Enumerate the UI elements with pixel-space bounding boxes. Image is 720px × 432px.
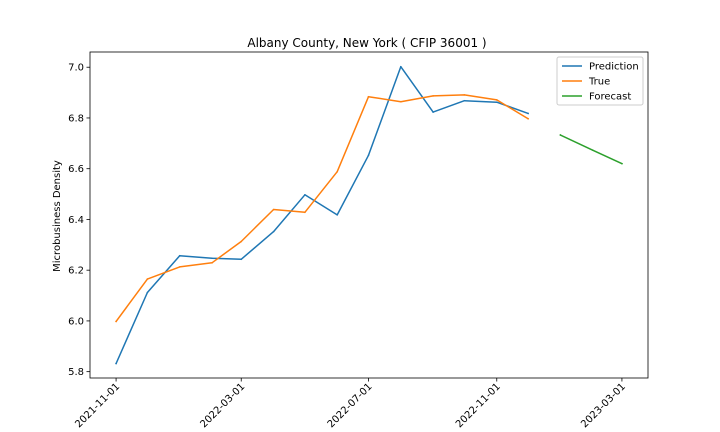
data-point-prediction [304, 194, 306, 196]
legend-box [556, 56, 644, 106]
data-point-prediction [178, 254, 181, 257]
data-point-true [495, 99, 498, 101]
x-tick-label: 2022-03-01 [198, 381, 247, 430]
legend-label-forecast: Forecast [589, 92, 631, 103]
legend: Prediction True Forecast [556, 56, 644, 106]
data-point-true [146, 278, 149, 280]
y-tick-label: 6.2 [68, 266, 84, 277]
series-line-prediction [115, 65, 530, 365]
series-line-forecast [559, 134, 623, 165]
data-point-true [527, 117, 529, 120]
data-point-true [304, 211, 306, 214]
data-point-prediction [240, 258, 243, 261]
y-tick-label: 6.6 [68, 164, 84, 175]
y-tick-label: 6.4 [68, 215, 84, 226]
data-point-forecast [559, 134, 562, 136]
legend-label-prediction: Prediction [589, 62, 639, 73]
data-point-prediction [272, 230, 275, 233]
data-point-forecast [591, 149, 594, 151]
data-point-prediction [463, 99, 466, 102]
data-point-prediction [495, 101, 498, 104]
data-point-true [432, 95, 434, 97]
data-point-true [400, 100, 402, 103]
data-point-true [178, 266, 181, 268]
x-tick-label: 2022-07-01 [326, 381, 375, 430]
legend-label-true: True [588, 77, 610, 88]
data-point-true [272, 208, 275, 211]
data-point-prediction [115, 362, 117, 365]
x-tick-label: 2021-11-01 [73, 381, 122, 430]
data-point-true [463, 94, 466, 96]
chart-title: Albany County, New York ( CFIP 36001 ) [247, 36, 486, 50]
data-point-prediction [367, 154, 370, 157]
y-axis-label: Microbusiness Density [52, 160, 63, 272]
data-point-prediction [146, 291, 149, 294]
series-line-true [115, 94, 530, 323]
data-point-true [240, 240, 243, 243]
data-point-prediction [432, 111, 434, 113]
y-tick-label: 7.0 [68, 63, 84, 74]
data-point-true [115, 320, 117, 323]
data-point-forecast [621, 162, 623, 165]
data-point-true [336, 170, 338, 173]
x-tick-label: 2023-03-01 [579, 381, 628, 430]
data-point-prediction [336, 214, 338, 216]
y-tick-label: 5.8 [68, 367, 84, 378]
plot-frame [89, 51, 649, 379]
data-point-prediction [400, 65, 402, 68]
data-point-true [211, 262, 213, 264]
data-point-prediction [211, 257, 213, 260]
y-tick-label: 6.0 [68, 316, 84, 327]
data-point-prediction [527, 112, 529, 115]
x-tick-label: 2022-11-01 [454, 381, 503, 430]
data-point-true [367, 95, 370, 98]
y-tick-label: 6.8 [68, 113, 84, 124]
